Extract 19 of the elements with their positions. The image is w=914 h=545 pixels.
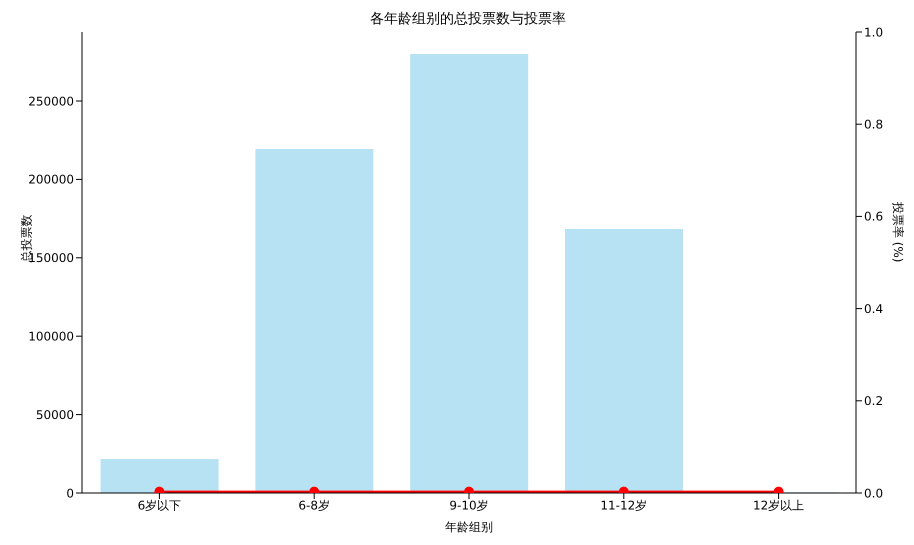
chart-title: 各年龄组别的总投票数与投票率 <box>369 10 567 28</box>
y-tick-label: 0 <box>66 486 74 500</box>
y2-tick-label: 0.2 <box>864 394 884 408</box>
x-tick-label: 6岁以下 <box>138 498 182 513</box>
x-tick-label: 6-8岁 <box>298 498 330 513</box>
y-tick-label: 250000 <box>28 94 74 108</box>
y2-tick-label: 0.0 <box>864 486 884 500</box>
y-tick-label: 200000 <box>28 172 74 187</box>
x-tick-label: 11-12岁 <box>600 498 648 513</box>
y-tick-label: 100000 <box>28 329 74 344</box>
x-tick-label: 12岁以上 <box>752 498 804 513</box>
x-axis-title: 年龄组别 <box>445 520 493 534</box>
y2-tick-label: 1.0 <box>864 25 884 40</box>
y-tick-label: 50000 <box>36 408 74 422</box>
y2-axis-title: 投票率 (%) <box>890 200 905 262</box>
y2-tick-label: 0.6 <box>864 210 884 224</box>
y2-tick-label: 0.8 <box>864 117 884 132</box>
x-tick-label: 9-10岁 <box>449 498 489 513</box>
y2-tick-label: 0.4 <box>864 302 884 316</box>
